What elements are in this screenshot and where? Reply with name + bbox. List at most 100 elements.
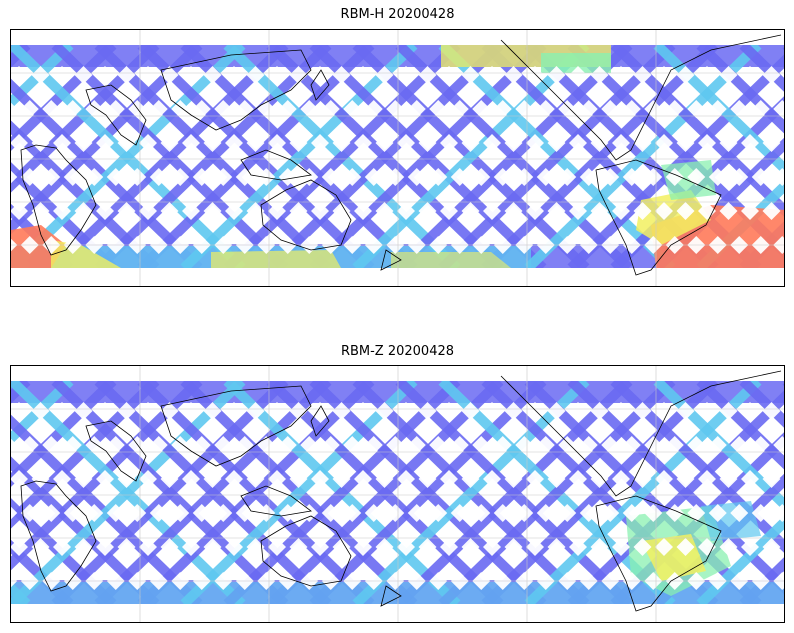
gap-diamond [63, 504, 82, 522]
gap-diamond [483, 66, 501, 84]
gap-diamond [741, 402, 759, 420]
gap-diamond [536, 100, 555, 118]
gap-diamond [42, 100, 61, 118]
gap-diamond [461, 202, 480, 220]
gap-diamond [139, 202, 157, 220]
gap-diamond [268, 538, 286, 556]
gap-diamond [698, 538, 716, 556]
swath-descending [739, 557, 784, 604]
gap-diamond [171, 436, 190, 454]
gap-diamond [429, 504, 448, 522]
gap-diamond [31, 402, 50, 420]
gap-diamond [246, 538, 265, 556]
gap-diamond [676, 402, 695, 420]
gap-diamond [440, 402, 458, 420]
gap-diamond [311, 538, 329, 556]
gap-diamond [321, 100, 340, 118]
gap-diamond [407, 168, 426, 186]
gap-diamond [117, 402, 136, 420]
gap-diamond [536, 168, 555, 186]
gap-diamond [633, 402, 652, 420]
gap-diamond [504, 402, 523, 420]
gap-diamond [407, 100, 426, 118]
gap-diamond [601, 100, 620, 118]
swath-descending [11, 381, 203, 571]
gap-diamond [354, 134, 372, 152]
gap-diamond [74, 202, 93, 220]
gap-diamond [741, 538, 759, 556]
swath-descending [137, 45, 375, 268]
gap-diamond [289, 470, 308, 488]
gap-diamond [11, 538, 28, 556]
gap-diamond [418, 202, 437, 220]
swath-descending [395, 381, 633, 604]
swath-descending [309, 45, 547, 268]
gap-diamond [246, 134, 265, 152]
gap-diamond [762, 402, 781, 420]
gap-diamond [354, 470, 372, 488]
gap-diamond [590, 402, 609, 420]
gap-diamond [225, 66, 243, 84]
gap-diamond [53, 66, 71, 84]
gap-diamond [622, 100, 641, 118]
gap-diamond [85, 504, 104, 522]
swath-ascending [739, 381, 784, 428]
gridlines [11, 366, 784, 622]
gap-diamond [53, 470, 71, 488]
coastline-segment [240, 149, 312, 181]
gap-diamond [31, 66, 50, 84]
gap-diamond [676, 538, 695, 556]
gap-diamond [106, 436, 125, 454]
coverage-gaps [11, 66, 784, 254]
gap-diamond [472, 168, 491, 186]
gap-diamond [149, 436, 168, 454]
gap-diamond [246, 66, 265, 84]
gap-diamond [42, 504, 61, 522]
map-panel-rbm-h: RBM-H 20200428 [0, 0, 794, 300]
gap-diamond [440, 66, 458, 84]
swath-descending [524, 381, 762, 604]
gap-diamond [450, 504, 469, 522]
gap-diamond [74, 470, 93, 488]
gap-diamond [655, 538, 673, 556]
gap-diamond [547, 134, 566, 152]
s-yellow-zone-2 [391, 252, 511, 268]
gap-diamond [74, 402, 93, 420]
gap-diamond [268, 470, 286, 488]
swath-descending [180, 381, 418, 604]
gap-diamond [547, 202, 566, 220]
coastline-segment [85, 84, 147, 146]
gap-diamond [751, 436, 770, 454]
gap-diamond [85, 168, 104, 186]
gap-diamond [730, 100, 749, 118]
gap-diamond [751, 504, 770, 522]
gap-diamond [633, 470, 652, 488]
gap-diamond [644, 168, 663, 186]
gap-diamond [268, 66, 286, 84]
gap-diamond [289, 538, 308, 556]
gap-diamond [182, 66, 200, 84]
gap-diamond [440, 470, 458, 488]
gap-diamond [762, 538, 781, 556]
gap-diamond [397, 134, 415, 152]
gap-diamond [730, 168, 749, 186]
gap-diamond [354, 538, 372, 556]
s-yellow-zone [211, 250, 341, 268]
gap-diamond [622, 168, 641, 186]
coastline-segment [160, 385, 312, 467]
gap-diamond [698, 402, 716, 420]
gap-diamond [569, 538, 587, 556]
gap-diamond [493, 504, 512, 522]
gap-diamond [612, 134, 630, 152]
swath-ascending [739, 45, 784, 92]
gap-diamond [612, 66, 630, 84]
gap-diamond [504, 202, 523, 220]
gap-diamond [741, 470, 759, 488]
gap-diamond [687, 100, 706, 118]
swath-descending [11, 381, 117, 487]
gap-diamond [96, 202, 114, 220]
swath-descending [266, 381, 504, 604]
coastline-segment [260, 515, 352, 587]
gap-diamond [53, 134, 71, 152]
gap-diamond [429, 100, 448, 118]
